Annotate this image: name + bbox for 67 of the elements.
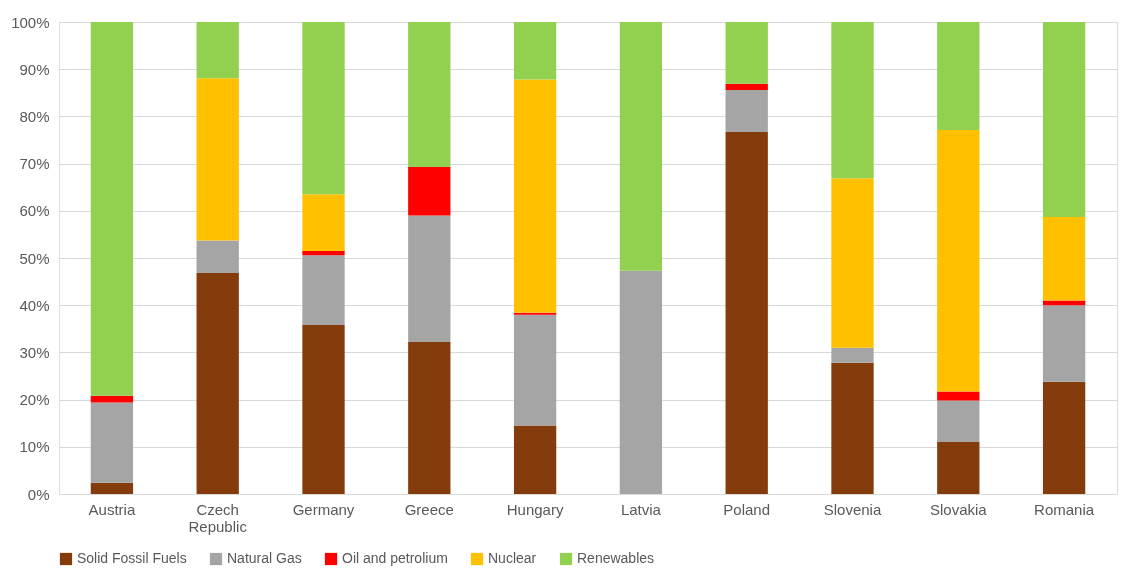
bar xyxy=(937,391,980,401)
bar xyxy=(831,347,874,363)
bar xyxy=(1042,216,1086,301)
bar xyxy=(937,22,980,131)
bar xyxy=(725,83,768,90)
bar xyxy=(196,22,239,79)
legend-label: Nuclear xyxy=(488,550,537,566)
y-tick-label: 40% xyxy=(19,296,50,314)
bar xyxy=(302,194,345,251)
bar xyxy=(1042,300,1086,306)
legend-label: Oil and petrolium xyxy=(342,550,448,566)
legend-label: Natural Gas xyxy=(227,550,302,566)
x-tick-label: Hungary xyxy=(506,500,564,518)
bar xyxy=(1042,305,1086,382)
x-tick-label: Latvia xyxy=(620,500,662,518)
x-tick-label: Poland xyxy=(723,500,771,518)
x-tick-label: Greece xyxy=(404,500,454,518)
bar xyxy=(513,425,557,494)
bar xyxy=(513,314,557,426)
y-tick-label: 60% xyxy=(19,202,50,220)
bar xyxy=(302,22,345,195)
y-tick-label: 90% xyxy=(19,60,50,78)
bar xyxy=(619,270,663,494)
bar xyxy=(1042,381,1086,494)
bar xyxy=(619,22,663,271)
x-tick-label: Czech Republic xyxy=(188,500,248,535)
x-tick-label: Austria xyxy=(88,500,136,518)
bar xyxy=(408,166,451,216)
x-tick-label: Slovenia xyxy=(823,500,882,518)
bar xyxy=(90,22,134,396)
bar xyxy=(831,22,874,179)
bar xyxy=(725,131,768,494)
bar xyxy=(408,22,451,167)
bar xyxy=(90,482,134,494)
bar xyxy=(725,89,768,132)
bar xyxy=(937,400,980,443)
x-tick-label: Romania xyxy=(1034,500,1095,518)
legend-label: Renewables xyxy=(577,550,655,566)
legend-label: Solid Fossil Fuels xyxy=(77,550,187,566)
y-tick-label: 70% xyxy=(19,155,50,173)
bar xyxy=(196,240,239,274)
bar xyxy=(90,402,134,483)
bar xyxy=(1042,22,1086,217)
bar xyxy=(513,79,557,313)
y-tick-label: 50% xyxy=(19,249,50,267)
bar xyxy=(831,178,874,348)
bar xyxy=(90,395,134,403)
x-tick-label: Germany xyxy=(292,500,355,518)
bar xyxy=(302,255,345,326)
y-tick-label: 0% xyxy=(27,485,50,503)
bar xyxy=(408,342,451,494)
bar xyxy=(196,273,239,494)
bar xyxy=(831,362,874,494)
y-tick-label: 80% xyxy=(19,107,50,125)
bar xyxy=(196,78,239,241)
x-tick-label: Slovakia xyxy=(929,500,988,518)
bar xyxy=(937,442,980,494)
y-tick-label: 30% xyxy=(19,343,50,361)
bar xyxy=(513,22,557,80)
bar xyxy=(725,22,768,84)
bar xyxy=(302,325,345,494)
y-tick-label: 10% xyxy=(19,438,50,456)
y-tick-label: 20% xyxy=(19,391,50,409)
bar xyxy=(408,215,451,343)
y-tick-label: 100% xyxy=(11,13,50,31)
bar xyxy=(937,130,980,392)
bar xyxy=(302,250,345,256)
